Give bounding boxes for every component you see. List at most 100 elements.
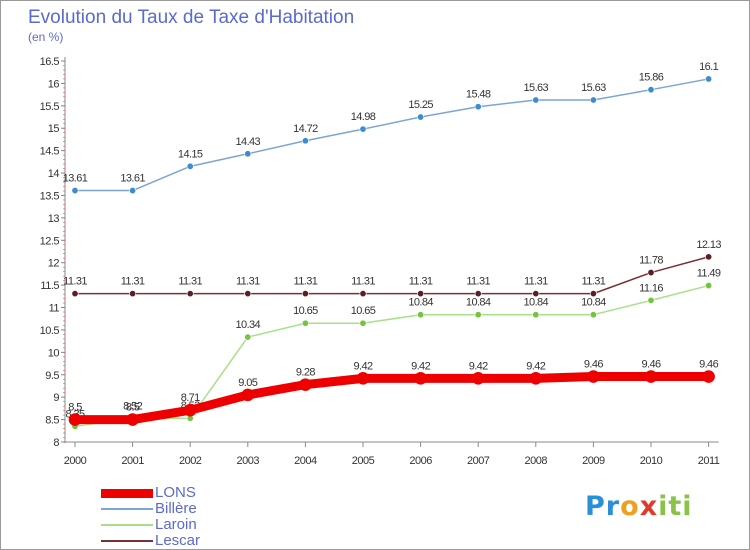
logo-letter: r: [605, 491, 621, 522]
data-point-lons: [702, 370, 715, 383]
data-point-laroin: [647, 296, 655, 304]
legend-swatch: [101, 488, 153, 498]
data-label-bill-re: 15.63: [581, 82, 606, 94]
data-point-laroin: [359, 319, 367, 327]
data-point-lons: [68, 413, 82, 426]
legend-swatch: [101, 508, 153, 510]
data-point-laroin: [301, 319, 309, 327]
logo-letter: t: [668, 491, 683, 522]
data-label-bill-re: 14.72: [293, 123, 318, 135]
data-label-lons: 9.05: [238, 377, 257, 389]
data-point-lescar: [244, 290, 252, 298]
data-label-lons: 9.28: [296, 367, 315, 379]
x-tick-label: 2009: [582, 455, 605, 467]
y-tick-label: 10.5: [40, 325, 60, 337]
data-label-laroin: 10.84: [524, 297, 549, 309]
data-label-bill-re: 13.61: [63, 173, 88, 185]
data-point-lescar: [71, 290, 79, 298]
y-tick-label: 9.5: [45, 370, 59, 382]
data-point-bill-re: [71, 187, 79, 195]
x-tick-label: 2008: [525, 455, 548, 467]
y-tick-label: 13: [48, 213, 60, 225]
y-axis-unit: (en %): [28, 30, 64, 44]
data-label-lescar: 11.31: [121, 276, 145, 288]
data-label-bill-re: 14.43: [236, 136, 261, 148]
data-label-bill-re: 15.86: [639, 72, 664, 84]
data-point-bill-re: [705, 75, 713, 83]
x-tick-label: 2006: [409, 455, 432, 467]
data-label-lescar: 11.31: [178, 276, 202, 288]
data-label-lescar: 11.31: [466, 276, 490, 288]
data-point-lescar: [129, 290, 137, 298]
data-label-bill-re: 14.98: [351, 111, 376, 123]
legend-label: Laroin: [155, 516, 197, 533]
data-point-lons: [356, 372, 370, 385]
data-label-lescar: 11.31: [294, 276, 318, 288]
data-point-lons: [241, 388, 255, 402]
y-tick-label: 10: [48, 347, 60, 359]
data-label-lons: 9.42: [469, 360, 488, 372]
data-label-laroin: 10.84: [408, 297, 433, 309]
y-tick-label: 14.5: [40, 146, 60, 158]
data-label-lescar: 11.31: [351, 276, 375, 288]
data-label-laroin: 11.49: [697, 268, 721, 280]
data-point-lescar: [359, 290, 367, 298]
data-point-lescar: [705, 253, 713, 261]
logo-letter: P: [585, 491, 606, 522]
data-point-bill-re: [129, 187, 137, 195]
data-label-lons: 8.5: [126, 402, 140, 414]
data-point-bill-re: [186, 162, 194, 170]
data-label-lons: 9.46: [699, 359, 718, 371]
y-tick-label: 8.5: [45, 415, 59, 427]
data-label-laroin: 10.65: [293, 305, 318, 317]
data-point-bill-re: [244, 150, 252, 158]
x-tick-label: 2007: [467, 455, 490, 467]
series-line-bill-re: [74, 78, 710, 192]
legend-label: Billère: [155, 500, 197, 517]
data-label-lescar: 11.31: [63, 276, 87, 288]
data-point-lescar: [647, 269, 655, 277]
data-point-bill-re: [359, 125, 367, 133]
data-label-lons: 9.46: [584, 359, 603, 371]
data-point-laroin: [474, 311, 482, 319]
data-point-lescar: [301, 290, 309, 298]
chart-title: Evolution du Taux de Taxe d'Habitation: [28, 7, 355, 28]
logo-letter: i: [682, 491, 693, 522]
data-label-laroin: 10.84: [581, 297, 606, 309]
data-label-lescar: 11.31: [524, 276, 548, 288]
y-tick-label: 12.5: [40, 235, 60, 247]
data-point-lescar: [417, 290, 425, 298]
legend-item-lescar: Lescar: [101, 533, 200, 549]
data-label-lescar: 11.78: [639, 255, 663, 267]
legend-item-bill-re: Billère: [101, 501, 200, 517]
data-point-bill-re: [474, 103, 482, 111]
data-label-bill-re: 16.1: [699, 61, 718, 73]
x-tick-label: 2005: [352, 455, 375, 467]
x-tick-label: 2001: [121, 455, 144, 467]
data-label-bill-re: 14.15: [178, 148, 203, 160]
data-label-lons: 9.42: [353, 360, 372, 372]
data-point-laroin: [705, 282, 713, 290]
y-tick-label: 14: [48, 168, 60, 180]
data-label-laroin: 10.84: [466, 297, 491, 309]
data-point-lons: [644, 370, 658, 383]
data-label-bill-re: 15.63: [524, 82, 549, 94]
data-label-lons: 9.42: [411, 360, 430, 372]
data-point-lescar: [474, 290, 482, 298]
data-point-bill-re: [532, 96, 540, 104]
legend-swatch: [101, 540, 153, 542]
data-label-laroin: 11.16: [639, 282, 663, 294]
data-label-laroin: 8.52: [123, 401, 142, 413]
y-tick-label: 9: [53, 392, 59, 404]
legend-label: LONS: [155, 484, 196, 501]
data-label-lons: 8.5: [68, 402, 82, 414]
data-label-bill-re: 15.25: [408, 99, 433, 111]
data-point-bill-re: [301, 137, 309, 145]
data-label-lescar: 12.13: [696, 239, 721, 251]
data-point-laroin: [417, 311, 425, 319]
data-point-bill-re: [417, 113, 425, 121]
data-point-lons: [414, 372, 427, 385]
y-tick-label: 11.5: [40, 280, 59, 292]
data-label-lons: 8.71: [181, 392, 200, 404]
